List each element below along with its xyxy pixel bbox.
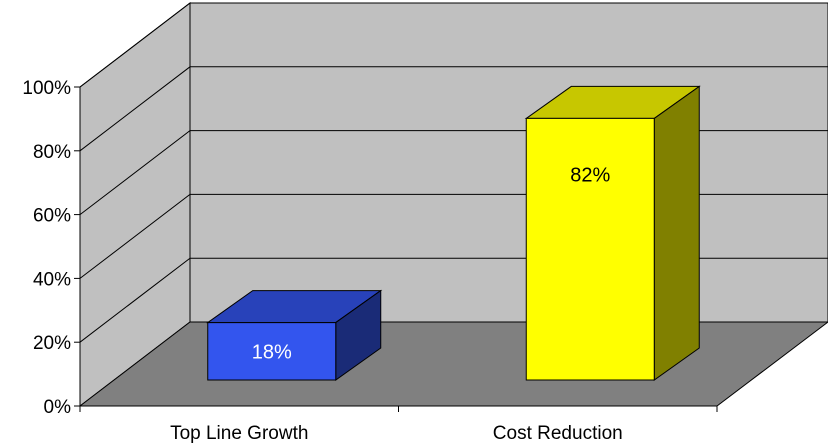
bars	[206, 85, 701, 381]
axes	[74, 86, 718, 412]
y-tick-label: 80%	[33, 142, 71, 163]
y-tick-label: 60%	[33, 206, 71, 227]
bar-front-face	[525, 117, 655, 381]
gridline	[79, 2, 828, 88]
bar-front-face	[207, 322, 337, 381]
back-wall	[189, 2, 828, 323]
bar	[206, 289, 383, 381]
y-tick-label: 40%	[33, 269, 71, 290]
gridline	[79, 66, 828, 152]
y-tick-label: 100%	[22, 78, 71, 99]
bar	[524, 85, 701, 381]
data-label: 82%	[570, 164, 610, 186]
bar-side-face	[653, 85, 700, 381]
y-tick-label: 20%	[33, 333, 71, 354]
data-label: 18%	[252, 341, 292, 363]
y-tick-label: 0%	[44, 397, 72, 418]
category-label: Cost Reduction	[493, 423, 623, 444]
labels: 0% 20% 40% 60% 80% 100% 18% Top Line Growth 82% C…	[22, 78, 622, 444]
chart-walls	[78, 1, 828, 408]
floor	[78, 321, 828, 407]
category-label: Top Line Growth	[170, 423, 308, 444]
